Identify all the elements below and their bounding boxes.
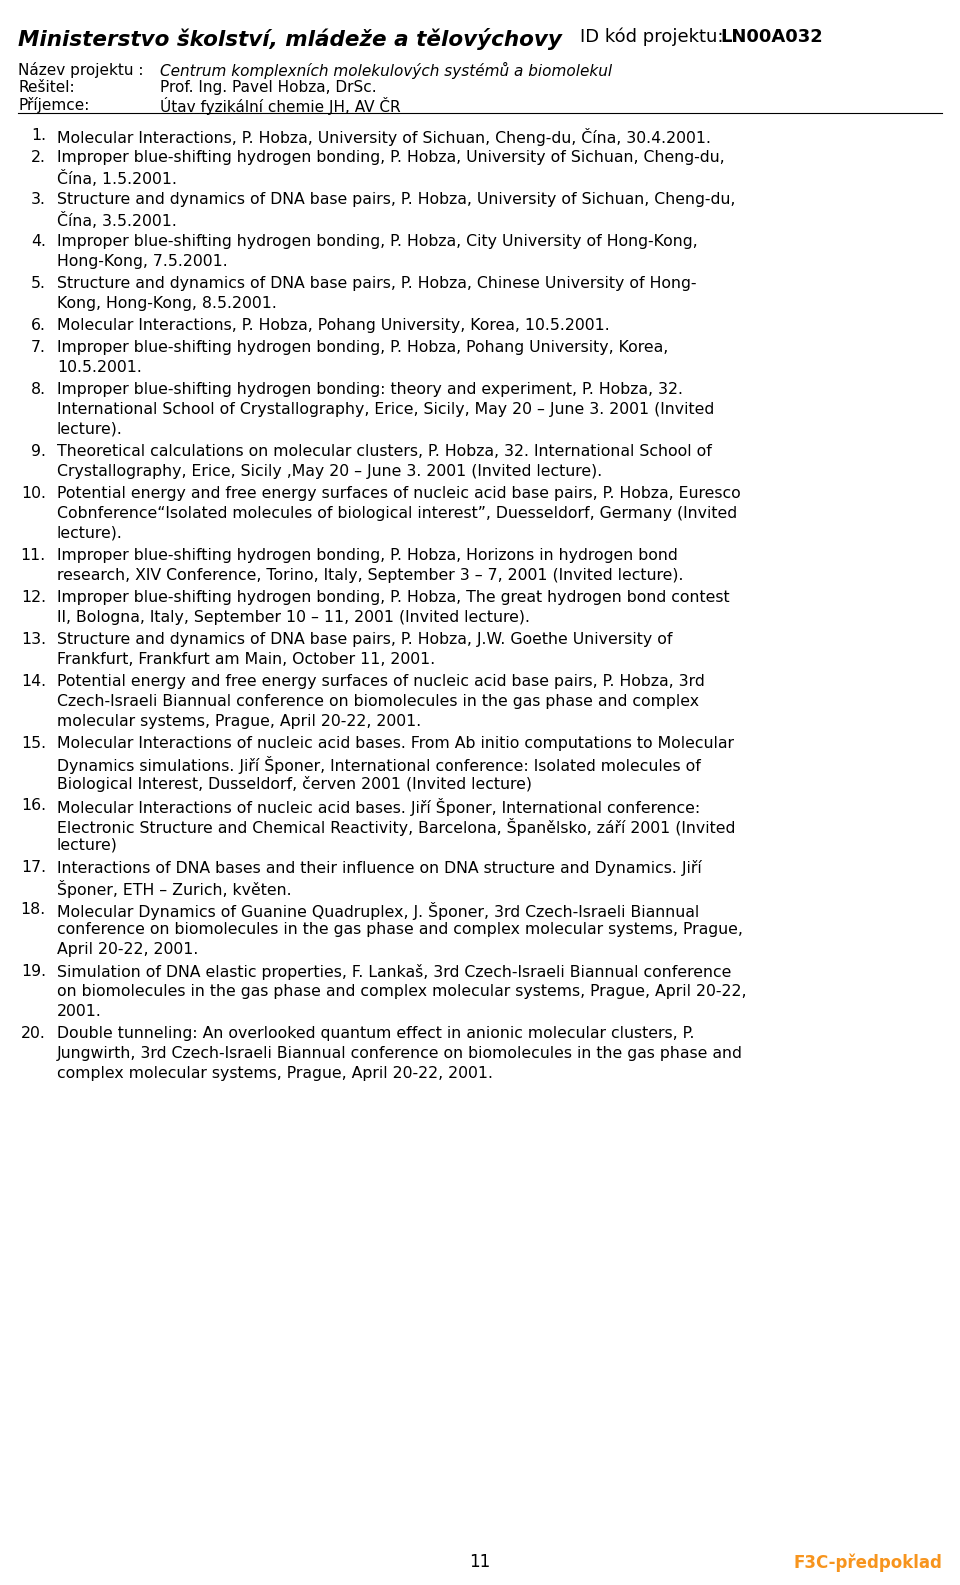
Text: 14.: 14. bbox=[21, 674, 46, 689]
Text: Centrum komplexních molekulových systémů a biomolekul: Centrum komplexních molekulových systémů… bbox=[160, 62, 612, 79]
Text: 4.: 4. bbox=[31, 235, 46, 249]
Text: Improper blue-shifting hydrogen bonding, P. Hobza, University of Sichuan, Cheng-: Improper blue-shifting hydrogen bonding,… bbox=[57, 151, 725, 165]
Text: 5.: 5. bbox=[31, 276, 46, 292]
Text: II, Bologna, Italy, September 10 – 11, 2001 (Invited lecture).: II, Bologna, Italy, September 10 – 11, 2… bbox=[57, 610, 530, 624]
Text: 9.: 9. bbox=[31, 444, 46, 460]
Text: Kong, Hong-Kong, 8.5.2001.: Kong, Hong-Kong, 8.5.2001. bbox=[57, 296, 276, 311]
Text: research, XIV Conference, Torino, Italy, September 3 – 7, 2001 (Invited lecture): research, XIV Conference, Torino, Italy,… bbox=[57, 567, 684, 583]
Text: 6.: 6. bbox=[31, 319, 46, 333]
Text: Electronic Structure and Chemical Reactivity, Barcelona, Španělsko, září 2001 (I: Electronic Structure and Chemical Reacti… bbox=[57, 818, 735, 835]
Text: Structure and dynamics of DNA base pairs, P. Hobza, Chinese University of Hong-: Structure and dynamics of DNA base pairs… bbox=[57, 276, 697, 292]
Text: Název projektu :: Název projektu : bbox=[18, 62, 143, 78]
Text: Structure and dynamics of DNA base pairs, P. Hobza, University of Sichuan, Cheng: Structure and dynamics of DNA base pairs… bbox=[57, 192, 735, 208]
Text: 3.: 3. bbox=[31, 192, 46, 208]
Text: Improper blue-shifting hydrogen bonding, P. Hobza, Pohang University, Korea,: Improper blue-shifting hydrogen bonding,… bbox=[57, 341, 668, 355]
Text: Jungwirth, 3rd Czech-Israeli Biannual conference on biomolecules in the gas phas: Jungwirth, 3rd Czech-Israeli Biannual co… bbox=[57, 1046, 743, 1060]
Text: Hong-Kong, 7.5.2001.: Hong-Kong, 7.5.2001. bbox=[57, 254, 228, 269]
Text: 13.: 13. bbox=[21, 632, 46, 647]
Text: Rešitel:: Rešitel: bbox=[18, 79, 75, 95]
Text: LN00A032: LN00A032 bbox=[720, 29, 823, 46]
Text: Theoretical calculations on molecular clusters, P. Hobza, 32. International Scho: Theoretical calculations on molecular cl… bbox=[57, 444, 712, 460]
Text: 11: 11 bbox=[469, 1553, 491, 1571]
Text: lecture).: lecture). bbox=[57, 422, 123, 437]
Text: Molecular Interactions, P. Hobza, Pohang University, Korea, 10.5.2001.: Molecular Interactions, P. Hobza, Pohang… bbox=[57, 319, 610, 333]
Text: lecture).: lecture). bbox=[57, 526, 123, 540]
Text: Potential energy and free energy surfaces of nucleic acid base pairs, P. Hobza, : Potential energy and free energy surface… bbox=[57, 487, 741, 501]
Text: 17.: 17. bbox=[21, 861, 46, 875]
Text: Improper blue-shifting hydrogen bonding, P. Hobza, Horizons in hydrogen bond: Improper blue-shifting hydrogen bonding,… bbox=[57, 548, 678, 563]
Text: 15.: 15. bbox=[21, 735, 46, 751]
Text: Šponer, ETH – Zurich, květen.: Šponer, ETH – Zurich, květen. bbox=[57, 880, 292, 899]
Text: 12.: 12. bbox=[21, 590, 46, 605]
Text: 11.: 11. bbox=[21, 548, 46, 563]
Text: Molecular Interactions of nucleic acid bases. Jiří Šponer, International confere: Molecular Interactions of nucleic acid b… bbox=[57, 797, 700, 816]
Text: Molecular Dynamics of Guanine Quadruplex, J. Šponer, 3rd Czech-Israeli Biannual: Molecular Dynamics of Guanine Quadruplex… bbox=[57, 902, 699, 919]
Text: Molecular Interactions, P. Hobza, University of Sichuan, Cheng-du, Čína, 30.4.20: Molecular Interactions, P. Hobza, Univer… bbox=[57, 128, 711, 146]
Text: Improper blue-shifting hydrogen bonding, P. Hobza, City University of Hong-Kong,: Improper blue-shifting hydrogen bonding,… bbox=[57, 235, 698, 249]
Text: 2.: 2. bbox=[31, 151, 46, 165]
Text: Cobnference“Isolated molecules of biological interest”, Duesseldorf, Germany (In: Cobnference“Isolated molecules of biolog… bbox=[57, 506, 737, 521]
Text: Czech-Israeli Biannual conference on biomolecules in the gas phase and complex: Czech-Israeli Biannual conference on bio… bbox=[57, 694, 699, 708]
Text: Crystallography, Erice, Sicily ,May 20 – June 3. 2001 (Invited lecture).: Crystallography, Erice, Sicily ,May 20 –… bbox=[57, 464, 602, 479]
Text: 20.: 20. bbox=[21, 1025, 46, 1041]
Text: 18.: 18. bbox=[21, 902, 46, 918]
Text: ID kód projektu:: ID kód projektu: bbox=[580, 29, 730, 46]
Text: Frankfurt, Frankfurt am Main, October 11, 2001.: Frankfurt, Frankfurt am Main, October 11… bbox=[57, 651, 435, 667]
Text: molecular systems, Prague, April 20-22, 2001.: molecular systems, Prague, April 20-22, … bbox=[57, 713, 421, 729]
Text: 8.: 8. bbox=[31, 382, 46, 396]
Text: 16.: 16. bbox=[21, 797, 46, 813]
Text: Čína, 3.5.2001.: Čína, 3.5.2001. bbox=[57, 212, 177, 228]
Text: Potential energy and free energy surfaces of nucleic acid base pairs, P. Hobza, : Potential energy and free energy surface… bbox=[57, 674, 705, 689]
Text: Prof. Ing. Pavel Hobza, DrSc.: Prof. Ing. Pavel Hobza, DrSc. bbox=[160, 79, 376, 95]
Text: on biomolecules in the gas phase and complex molecular systems, Prague, April 20: on biomolecules in the gas phase and com… bbox=[57, 984, 747, 999]
Text: International School of Crystallography, Erice, Sicily, May 20 – June 3. 2001 (I: International School of Crystallography,… bbox=[57, 403, 714, 417]
Text: 10.: 10. bbox=[21, 487, 46, 501]
Text: Molecular Interactions of nucleic acid bases. From Ab initio computations to Mol: Molecular Interactions of nucleic acid b… bbox=[57, 735, 734, 751]
Text: Structure and dynamics of DNA base pairs, P. Hobza, J.W. Goethe University of: Structure and dynamics of DNA base pairs… bbox=[57, 632, 673, 647]
Text: 1.: 1. bbox=[31, 128, 46, 143]
Text: Simulation of DNA elastic properties, F. Lankaš, 3rd Czech-Israeli Biannual conf: Simulation of DNA elastic properties, F.… bbox=[57, 964, 732, 980]
Text: April 20-22, 2001.: April 20-22, 2001. bbox=[57, 941, 199, 957]
Text: Čína, 1.5.2001.: Čína, 1.5.2001. bbox=[57, 170, 177, 187]
Text: F3C-předpoklad: F3C-předpoklad bbox=[793, 1553, 942, 1571]
Text: Improper blue-shifting hydrogen bonding: theory and experiment, P. Hobza, 32.: Improper blue-shifting hydrogen bonding:… bbox=[57, 382, 683, 396]
Text: Improper blue-shifting hydrogen bonding, P. Hobza, The great hydrogen bond conte: Improper blue-shifting hydrogen bonding,… bbox=[57, 590, 730, 605]
Text: 7.: 7. bbox=[31, 341, 46, 355]
Text: 19.: 19. bbox=[21, 964, 46, 980]
Text: conference on biomolecules in the gas phase and complex molecular systems, Pragu: conference on biomolecules in the gas ph… bbox=[57, 922, 743, 937]
Text: 2001.: 2001. bbox=[57, 1003, 102, 1019]
Text: Dynamics simulations. Jiří Šponer, International conference: Isolated molecules : Dynamics simulations. Jiří Šponer, Inter… bbox=[57, 756, 701, 773]
Text: Ministerstvo školství, mládeže a tělovýchovy: Ministerstvo školství, mládeže a tělovýc… bbox=[18, 29, 562, 51]
Text: Příjemce:: Příjemce: bbox=[18, 97, 89, 113]
Text: complex molecular systems, Prague, April 20-22, 2001.: complex molecular systems, Prague, April… bbox=[57, 1067, 493, 1081]
Text: Útav fyzikální chemie JH, AV ČR: Útav fyzikální chemie JH, AV ČR bbox=[160, 97, 400, 116]
Text: Biological Interest, Dusseldorf, červen 2001 (Invited lecture): Biological Interest, Dusseldorf, červen … bbox=[57, 777, 532, 792]
Text: lecture): lecture) bbox=[57, 838, 118, 853]
Text: Interactions of DNA bases and their influence on DNA structure and Dynamics. Jiř: Interactions of DNA bases and their infl… bbox=[57, 861, 702, 877]
Text: Double tunneling: An overlooked quantum effect in anionic molecular clusters, P.: Double tunneling: An overlooked quantum … bbox=[57, 1025, 694, 1041]
Text: 10.5.2001.: 10.5.2001. bbox=[57, 360, 142, 376]
